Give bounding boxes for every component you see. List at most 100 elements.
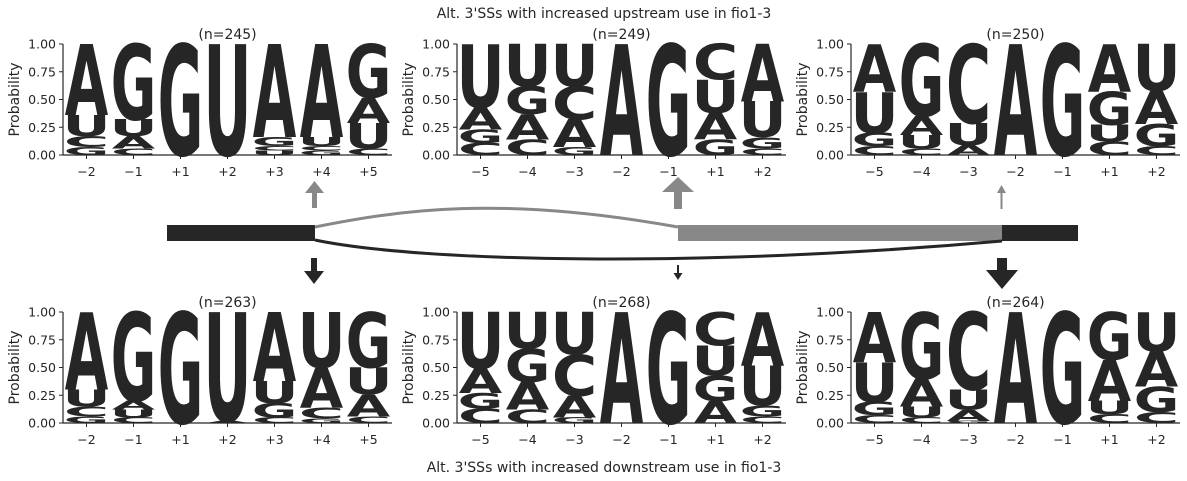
logo-letter-U: U bbox=[550, 301, 598, 368]
logo-letter-C: C bbox=[740, 415, 785, 426]
logo-letter-G: G bbox=[158, 14, 204, 191]
logo-letter-C: C bbox=[458, 139, 503, 159]
logo-letter-U: U bbox=[1132, 32, 1180, 107]
logo-letter-A: A bbox=[65, 292, 109, 416]
logo-letter-G: G bbox=[505, 80, 551, 124]
y-tick-label: 0.75 bbox=[28, 64, 56, 79]
y-tick-label: 0.25 bbox=[816, 388, 844, 403]
up-arrow-thin bbox=[997, 185, 1006, 209]
x-tick-label: +1 bbox=[706, 164, 724, 179]
logo-letter-G: G bbox=[252, 135, 297, 149]
x-tick-label: +4 bbox=[312, 432, 330, 447]
logo-letter-C: C bbox=[1134, 409, 1179, 427]
panel-title: (n=264) bbox=[986, 295, 1044, 311]
logo-letter-G: G bbox=[899, 25, 944, 140]
y-tick-label: 0.00 bbox=[816, 148, 844, 163]
x-tick-label: +1 bbox=[1100, 164, 1118, 179]
logo-letter-G: G bbox=[158, 282, 204, 459]
x-tick-label: −5 bbox=[471, 432, 489, 447]
logo-letter-U: U bbox=[850, 352, 898, 415]
alternative-exon-region bbox=[678, 225, 1002, 241]
y-tick-label: 0.75 bbox=[28, 332, 56, 347]
logo-panel-5: (n=268)Probability0.000.250.500.751.00CG… bbox=[401, 282, 787, 460]
x-tick-label: −2 bbox=[1006, 432, 1024, 447]
logo-letter-C: C bbox=[693, 35, 738, 92]
top-figure-title: Alt. 3'SSs with increased upstream use i… bbox=[437, 6, 772, 22]
y-tick-label: 0.50 bbox=[422, 92, 450, 107]
logo-letter-G: G bbox=[111, 24, 156, 145]
panel-title: (n=263) bbox=[198, 295, 256, 311]
logo-letter-G: G bbox=[252, 399, 297, 422]
logo-letter-U: U bbox=[738, 355, 786, 418]
x-tick-label: −3 bbox=[565, 164, 583, 179]
down-arrow-medium bbox=[304, 258, 324, 284]
logo-letter-C: C bbox=[252, 416, 297, 425]
logo-letter-G: G bbox=[1134, 118, 1179, 153]
x-tick-label: +1 bbox=[706, 432, 724, 447]
y-tick-label: 0.00 bbox=[816, 416, 844, 431]
bottom-figure-title: Alt. 3'SSs with increased downstream use… bbox=[427, 460, 782, 476]
x-tick-label: +5 bbox=[359, 432, 377, 447]
logo-letter-C: C bbox=[693, 303, 738, 356]
x-tick-label: +2 bbox=[1147, 432, 1165, 447]
logo-letter-C: C bbox=[1087, 138, 1132, 159]
logo-letter-A: A bbox=[1135, 342, 1179, 398]
logo-letter-U: U bbox=[297, 298, 345, 386]
y-tick-label: 1.00 bbox=[422, 37, 450, 52]
y-tick-label: 0.50 bbox=[28, 92, 56, 107]
x-tick-label: −4 bbox=[518, 164, 536, 179]
logo-letter-U: U bbox=[550, 33, 598, 100]
logo-letter-C: C bbox=[64, 403, 109, 419]
logo-letter-G: G bbox=[1040, 282, 1086, 459]
logo-letter-A: A bbox=[506, 108, 549, 148]
x-tick-label: −1 bbox=[124, 432, 142, 447]
logo-letter-U: U bbox=[203, 15, 251, 192]
logo-letter-G: G bbox=[1087, 83, 1132, 136]
logo-letter-G: G bbox=[111, 289, 157, 431]
logo-letter-G: G bbox=[505, 340, 550, 393]
logo-panel-1: (n=245)Probability0.000.250.500.751.00GC… bbox=[7, 14, 393, 192]
logo-panel-3: (n=250)Probability0.000.250.500.751.00CG… bbox=[795, 14, 1181, 192]
logo-letter-C: C bbox=[899, 416, 944, 425]
logo-letter-A: A bbox=[553, 389, 597, 425]
logo-panel-2: (n=249)Probability0.000.250.500.751.00CG… bbox=[401, 14, 787, 192]
logo-letter-U: U bbox=[503, 33, 551, 100]
logo-letter-A: A bbox=[600, 284, 644, 460]
logo-letter-C: C bbox=[552, 77, 597, 130]
logo-letter-A: A bbox=[741, 299, 785, 383]
logo-letter-A: A bbox=[853, 32, 896, 108]
logo-letter-U: U bbox=[62, 385, 110, 412]
x-tick-label: −4 bbox=[518, 432, 536, 447]
logo-letter-C: C bbox=[899, 147, 944, 158]
logo-letter-U: U bbox=[109, 408, 157, 420]
x-tick-label: −1 bbox=[659, 164, 677, 179]
down-arrow-large bbox=[986, 258, 1018, 289]
x-tick-label: +2 bbox=[218, 164, 236, 179]
logo-letter-A: A bbox=[900, 371, 943, 415]
logo-letter-U: U bbox=[850, 80, 898, 146]
x-tick-label: −4 bbox=[912, 164, 930, 179]
logo-letter-G: G bbox=[346, 297, 392, 386]
logo-letter-U: U bbox=[344, 117, 392, 157]
y-tick-label: 0.75 bbox=[422, 332, 450, 347]
y-tick-label: 0.50 bbox=[28, 360, 56, 375]
panel-title: (n=249) bbox=[592, 27, 650, 43]
logo-letter-C: C bbox=[552, 343, 597, 409]
x-tick-label: +3 bbox=[265, 164, 283, 179]
y-tick-label: 0.00 bbox=[422, 416, 450, 431]
y-axis-label: Probability bbox=[7, 330, 23, 404]
logo-letter-U: U bbox=[297, 135, 345, 149]
x-tick-label: −1 bbox=[1053, 164, 1071, 179]
logo-letter-G: G bbox=[552, 416, 597, 425]
logo-letter-U: U bbox=[62, 109, 110, 142]
gene-diagram bbox=[167, 177, 1078, 289]
logo-panel-6: (n=264)Probability0.000.250.500.751.00CG… bbox=[795, 282, 1181, 460]
logo-letter-U: U bbox=[738, 92, 786, 149]
y-tick-label: 0.00 bbox=[28, 148, 56, 163]
logo-letter-C: C bbox=[458, 404, 503, 427]
x-tick-label: −1 bbox=[124, 164, 142, 179]
logo-letter-A: A bbox=[994, 16, 1038, 192]
logo-letter-A: A bbox=[506, 375, 549, 419]
y-axis-label: Probability bbox=[795, 62, 811, 136]
